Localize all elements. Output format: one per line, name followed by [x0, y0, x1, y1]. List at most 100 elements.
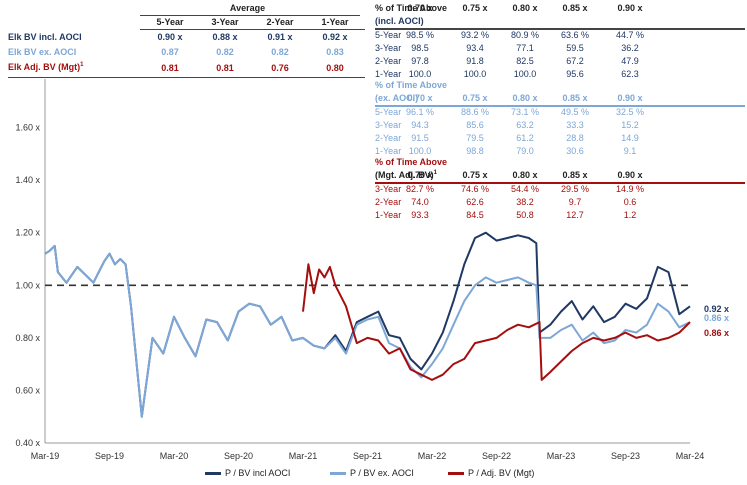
average-row-ex-3y: 0.82: [195, 47, 255, 57]
x-tick-label: Sep-20: [224, 451, 253, 461]
average-row-adj-1y: 0.80: [305, 63, 365, 73]
time-above-cell-1-1-0: 94.3: [395, 120, 445, 130]
time-above-cell-2-1-1: 62.6: [450, 197, 500, 207]
time-above-cell-1-2-0: 91.5: [395, 133, 445, 143]
legend-label-adj: P / Adj. BV (Mgt): [468, 468, 534, 478]
x-tick-label: Mar-22: [418, 451, 447, 461]
end-label-adj: 0.86 x: [704, 328, 729, 338]
series-layer: [45, 233, 690, 417]
time-above-cell-2-2-1: 84.5: [450, 210, 500, 220]
time-above-col-2-2: 0.80 x: [500, 170, 550, 180]
time-above-cell-0-0-1: 93.2 %: [450, 30, 500, 40]
average-row-ex-label: Elk BV ex. AOCI: [8, 47, 76, 57]
time-above-cell-2-2-4: 1.2: [605, 210, 655, 220]
time-above-cell-0-0-4: 44.7 %: [605, 30, 655, 40]
time-above-cell-2-1-0: 74.0: [395, 197, 445, 207]
average-row-adj-text: Elk Adj. BV (Mgt): [8, 62, 80, 72]
x-tick-label: Mar-19: [31, 451, 60, 461]
y-tick-label: 1.60 x: [15, 123, 40, 133]
time-above-cell-0-2-2: 82.5: [500, 56, 550, 66]
x-tick-label: Sep-23: [611, 451, 640, 461]
end-label-ex: 0.86 x: [704, 313, 729, 323]
time-above-cell-2-1-3: 9.7: [550, 197, 600, 207]
time-above-cell-1-1-1: 85.6: [450, 120, 500, 130]
average-row-ex-2y: 0.82: [250, 47, 310, 57]
time-above-title-2: % of Time Above: [375, 157, 447, 167]
average-col-3y: 3-Year: [195, 17, 255, 27]
average-row-ex-1y: 0.83: [305, 47, 365, 57]
time-above-cell-1-1-2: 63.2: [500, 120, 550, 130]
time-above-cell-2-2-3: 12.7: [550, 210, 600, 220]
legend-swatch-incl: [205, 472, 221, 475]
time-above-cell-1-3-1: 98.8: [450, 146, 500, 156]
time-above-subtitle-0: (incl. AOCI): [375, 16, 424, 26]
time-above-col-1-1: 0.75 x: [450, 93, 500, 103]
time-above-cell-1-2-3: 28.8: [550, 133, 600, 143]
average-title-rule: [140, 15, 360, 16]
time-above-cell-0-0-2: 80.9 %: [500, 30, 550, 40]
y-tick-label: 0.40 x: [15, 438, 40, 448]
time-above-cell-1-0-2: 73.1 %: [500, 107, 550, 117]
time-above-cell-1-3-3: 30.6: [550, 146, 600, 156]
time-above-cell-1-2-4: 14.9: [605, 133, 655, 143]
time-above-col-2-3: 0.85 x: [550, 170, 600, 180]
time-above-cell-2-1-4: 0.6: [605, 197, 655, 207]
average-row-adj-2y: 0.76: [250, 63, 310, 73]
time-above-cell-1-0-3: 49.5 %: [550, 107, 600, 117]
x-tick-label: Mar-24: [676, 451, 705, 461]
footnote-marker: 1: [80, 62, 83, 68]
time-above-cell-1-3-4: 9.1: [605, 146, 655, 156]
average-row-incl-3y: 0.88 x: [195, 32, 255, 42]
average-row-adj-3y: 0.81: [195, 63, 255, 73]
series-line-0: [45, 233, 690, 417]
time-above-cell-0-1-2: 77.1: [500, 43, 550, 53]
x-tick-labels: Mar-19 Sep-19 Mar-20 Sep-20 Mar-21 Sep-21 Mar-…: [31, 451, 705, 461]
time-above-cell-0-0-3: 63.6 %: [550, 30, 600, 40]
time-above-cell-2-2-2: 50.8: [500, 210, 550, 220]
time-above-cell-0-2-3: 67.2: [550, 56, 600, 66]
time-above-cell-1-2-1: 79.5: [450, 133, 500, 143]
time-above-cell-1-1-3: 33.3: [550, 120, 600, 130]
time-above-col-1-0: 0.70 x: [395, 93, 445, 103]
time-above-col-2-4: 0.90 x: [605, 170, 655, 180]
x-tick-label: Mar-20: [160, 451, 189, 461]
time-above-cell-2-0-3: 29.5 %: [550, 184, 600, 194]
time-above-col-0-0: 0.70 x: [395, 3, 445, 13]
average-row-incl-2y: 0.91 x: [250, 32, 310, 42]
legend-label-ex: P / BV ex. AOCI: [350, 468, 414, 478]
x-tick-label: Mar-21: [289, 451, 318, 461]
time-above-cell-2-0-1: 74.6 %: [450, 184, 500, 194]
average-row-incl-5y: 0.90 x: [140, 32, 200, 42]
y-tick-label: 1.00 x: [15, 280, 40, 290]
average-row-adj-5y: 0.81: [140, 63, 200, 73]
time-above-col-2-1: 0.75 x: [450, 170, 500, 180]
time-above-subtitle-text-0: (incl. AOCI): [375, 16, 424, 26]
time-above-cell-2-2-0: 93.3: [395, 210, 445, 220]
y-tick-label: 0.60 x: [15, 385, 40, 395]
time-above-cell-0-0-0: 98.5 %: [395, 30, 445, 40]
time-above-cell-1-3-0: 100.0: [395, 146, 445, 156]
time-above-cell-0-2-4: 47.9: [605, 56, 655, 66]
time-above-col-0-4: 0.90 x: [605, 3, 655, 13]
time-above-cell-1-1-4: 15.2: [605, 120, 655, 130]
average-row-ex-5y: 0.87: [140, 47, 200, 57]
time-above-col-0-3: 0.85 x: [550, 3, 600, 13]
time-above-cell-0-3-4: 62.3: [605, 69, 655, 79]
time-above-cell-0-2-0: 97.8: [395, 56, 445, 66]
time-above-cell-2-1-2: 38.2: [500, 197, 550, 207]
time-above-cell-0-1-0: 98.5: [395, 43, 445, 53]
time-above-cell-0-1-3: 59.5: [550, 43, 600, 53]
time-above-cell-2-0-2: 54.4 %: [500, 184, 550, 194]
y-tick-label: 0.80 x: [15, 333, 40, 343]
time-above-cell-0-3-3: 95.6: [550, 69, 600, 79]
time-above-col-0-2: 0.80 x: [500, 3, 550, 13]
y-tick-label: 1.20 x: [15, 228, 40, 238]
legend-swatch-ex: [330, 472, 346, 475]
average-col-1y: 1-Year: [305, 17, 365, 27]
average-bottom-rule: [8, 77, 365, 78]
average-title: Average: [200, 3, 295, 13]
x-tick-label: Sep-19: [95, 451, 124, 461]
average-col-5y: 5-Year: [140, 17, 200, 27]
time-above-cell-1-0-0: 96.1 %: [395, 107, 445, 117]
y-tick-label: 1.40 x: [15, 175, 40, 185]
